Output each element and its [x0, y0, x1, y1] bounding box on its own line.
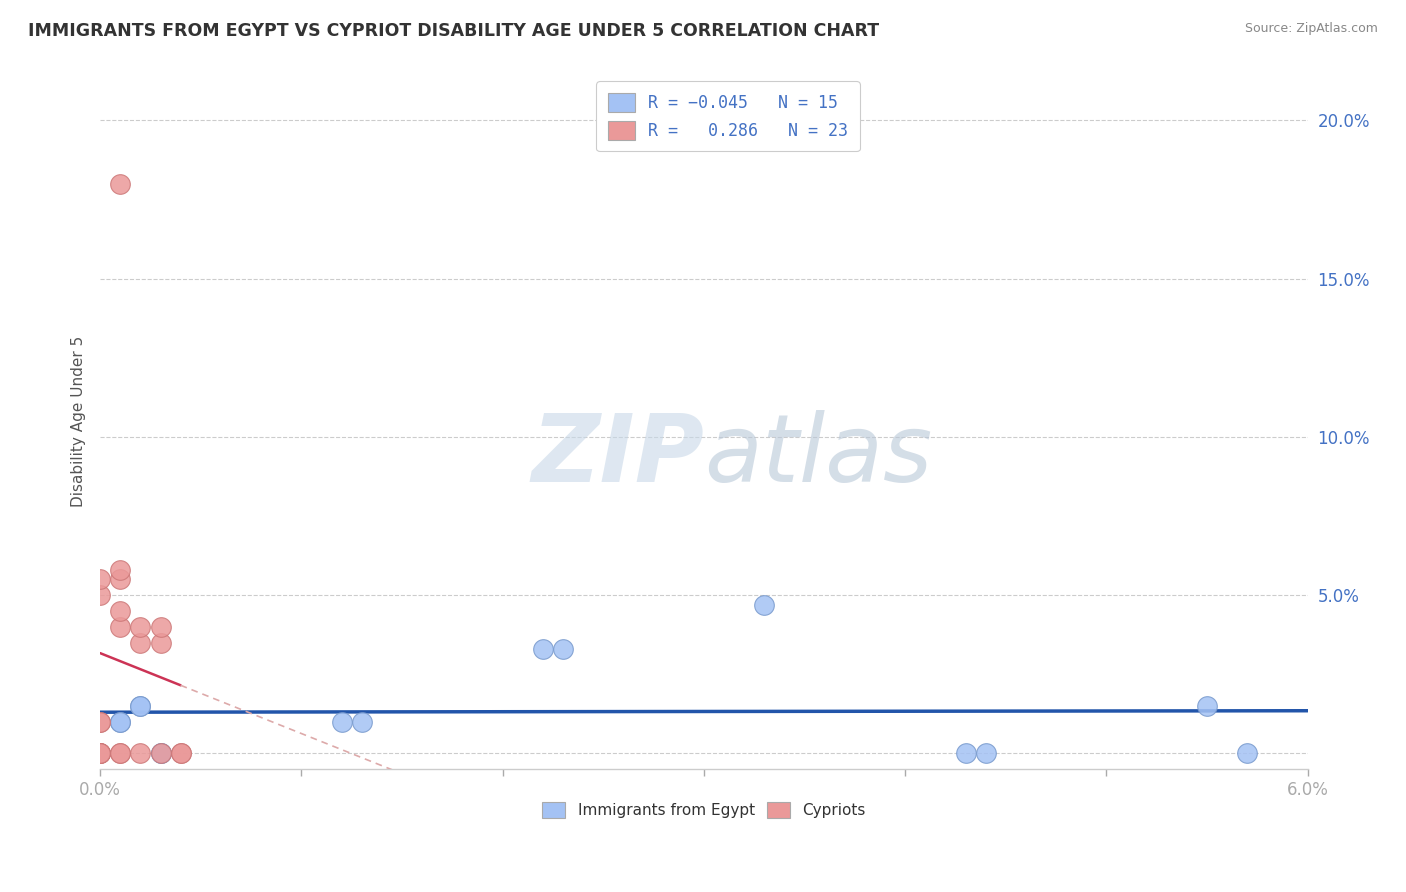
Text: ZIP: ZIP — [531, 410, 704, 502]
Point — [955, 747, 977, 761]
Point — [89, 747, 111, 761]
Point — [129, 620, 152, 634]
Point — [89, 747, 111, 761]
Y-axis label: Disability Age Under 5: Disability Age Under 5 — [72, 335, 86, 507]
Point — [551, 642, 574, 657]
Point — [110, 563, 132, 577]
Point — [149, 747, 172, 761]
Point — [110, 604, 132, 618]
Point — [149, 620, 172, 634]
Point — [149, 747, 172, 761]
Point — [129, 636, 152, 650]
Point — [89, 747, 111, 761]
Point — [89, 573, 111, 587]
Point — [129, 698, 152, 713]
Point — [89, 747, 111, 761]
Point — [149, 636, 172, 650]
Text: atlas: atlas — [704, 410, 932, 501]
Point — [129, 747, 152, 761]
Point — [169, 747, 191, 761]
Point — [350, 714, 373, 729]
Point — [89, 714, 111, 729]
Point — [129, 698, 152, 713]
Point — [1236, 747, 1258, 761]
Point — [1197, 698, 1219, 713]
Point — [110, 620, 132, 634]
Point — [110, 573, 132, 587]
Point — [89, 714, 111, 729]
Point — [89, 588, 111, 602]
Point — [110, 177, 132, 191]
Legend: Immigrants from Egypt, Cypriots: Immigrants from Egypt, Cypriots — [536, 797, 872, 824]
Text: Source: ZipAtlas.com: Source: ZipAtlas.com — [1244, 22, 1378, 36]
Point — [110, 747, 132, 761]
Point — [531, 642, 554, 657]
Point — [110, 714, 132, 729]
Point — [754, 598, 776, 612]
Point — [110, 714, 132, 729]
Point — [974, 747, 997, 761]
Point — [330, 714, 353, 729]
Text: IMMIGRANTS FROM EGYPT VS CYPRIOT DISABILITY AGE UNDER 5 CORRELATION CHART: IMMIGRANTS FROM EGYPT VS CYPRIOT DISABIL… — [28, 22, 879, 40]
Point — [169, 747, 191, 761]
Point — [149, 747, 172, 761]
Point — [110, 747, 132, 761]
